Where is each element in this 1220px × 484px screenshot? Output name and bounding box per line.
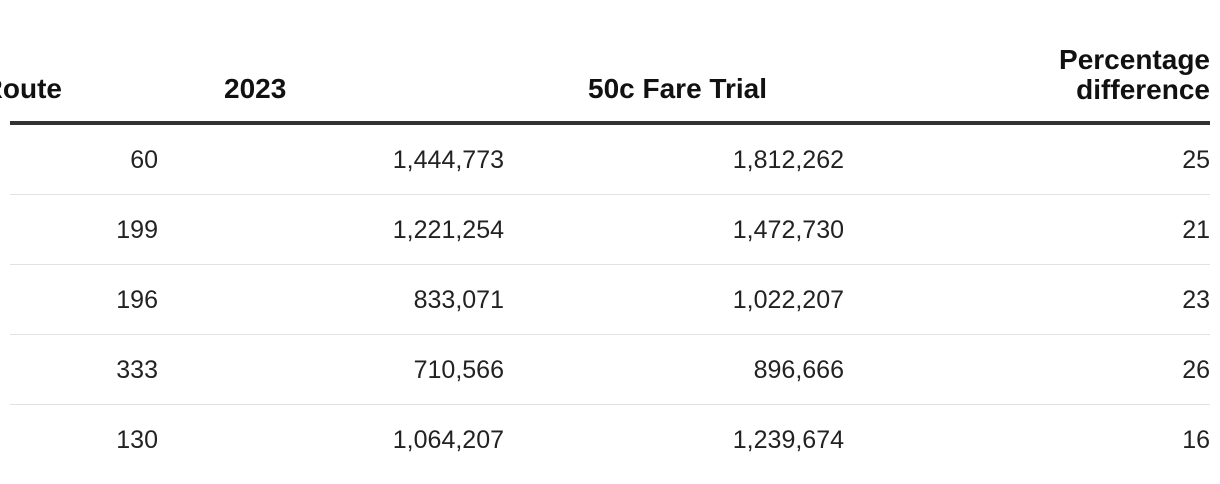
cell-percentage-difference: 25	[1182, 146, 1210, 174]
cell-2023: 1,221,254	[392, 216, 504, 244]
cell-percentage-difference: 16	[1182, 426, 1210, 454]
row-separator	[10, 264, 1210, 265]
header-percentage-line: Percentage	[1059, 44, 1210, 75]
row-separator	[10, 404, 1210, 405]
cell-route: 199	[116, 216, 158, 244]
cell-50c-fare-trial: 1,812,262	[732, 146, 844, 174]
cell-2023: 833,071	[413, 286, 504, 314]
table-row: 60 1,444,773 1,812,262 25	[10, 125, 1210, 195]
header-50c-fare-trial: 50c Fare Trial	[588, 73, 768, 104]
cell-route: 333	[116, 356, 158, 384]
table-row: 333 710,566 896,666 26	[10, 335, 1210, 405]
cell-2023: 1,064,207	[392, 426, 504, 454]
cell-50c-fare-trial: 1,022,207	[732, 286, 844, 314]
cell-percentage-difference: 21	[1182, 216, 1210, 244]
table-row: 199 1,221,254 1,472,730 21	[10, 195, 1210, 265]
header-2023: 2023	[224, 73, 287, 104]
header-percentage-difference: Percentage difference	[1059, 45, 1210, 105]
cell-2023: 710,566	[413, 356, 504, 384]
cell-route: 60	[130, 146, 158, 174]
cell-50c-fare-trial: 1,239,674	[732, 426, 844, 454]
table-row: 196 833,071 1,022,207 23	[10, 265, 1210, 335]
cell-50c-fare-trial: 896,666	[753, 356, 844, 384]
header-difference-line: difference	[1076, 74, 1210, 105]
table-row: 130 1,064,207 1,239,674 16	[10, 405, 1210, 475]
cell-route: 130	[116, 426, 158, 454]
cell-50c-fare-trial: 1,472,730	[732, 216, 844, 244]
cell-percentage-difference: 26	[1182, 356, 1210, 384]
cell-2023: 1,444,773	[392, 146, 504, 174]
header-rule	[10, 121, 1210, 125]
cell-route: 196	[116, 286, 158, 314]
row-separator	[10, 194, 1210, 195]
cell-percentage-difference: 23	[1182, 286, 1210, 314]
header-route: Route	[0, 73, 62, 104]
row-separator	[10, 334, 1210, 335]
